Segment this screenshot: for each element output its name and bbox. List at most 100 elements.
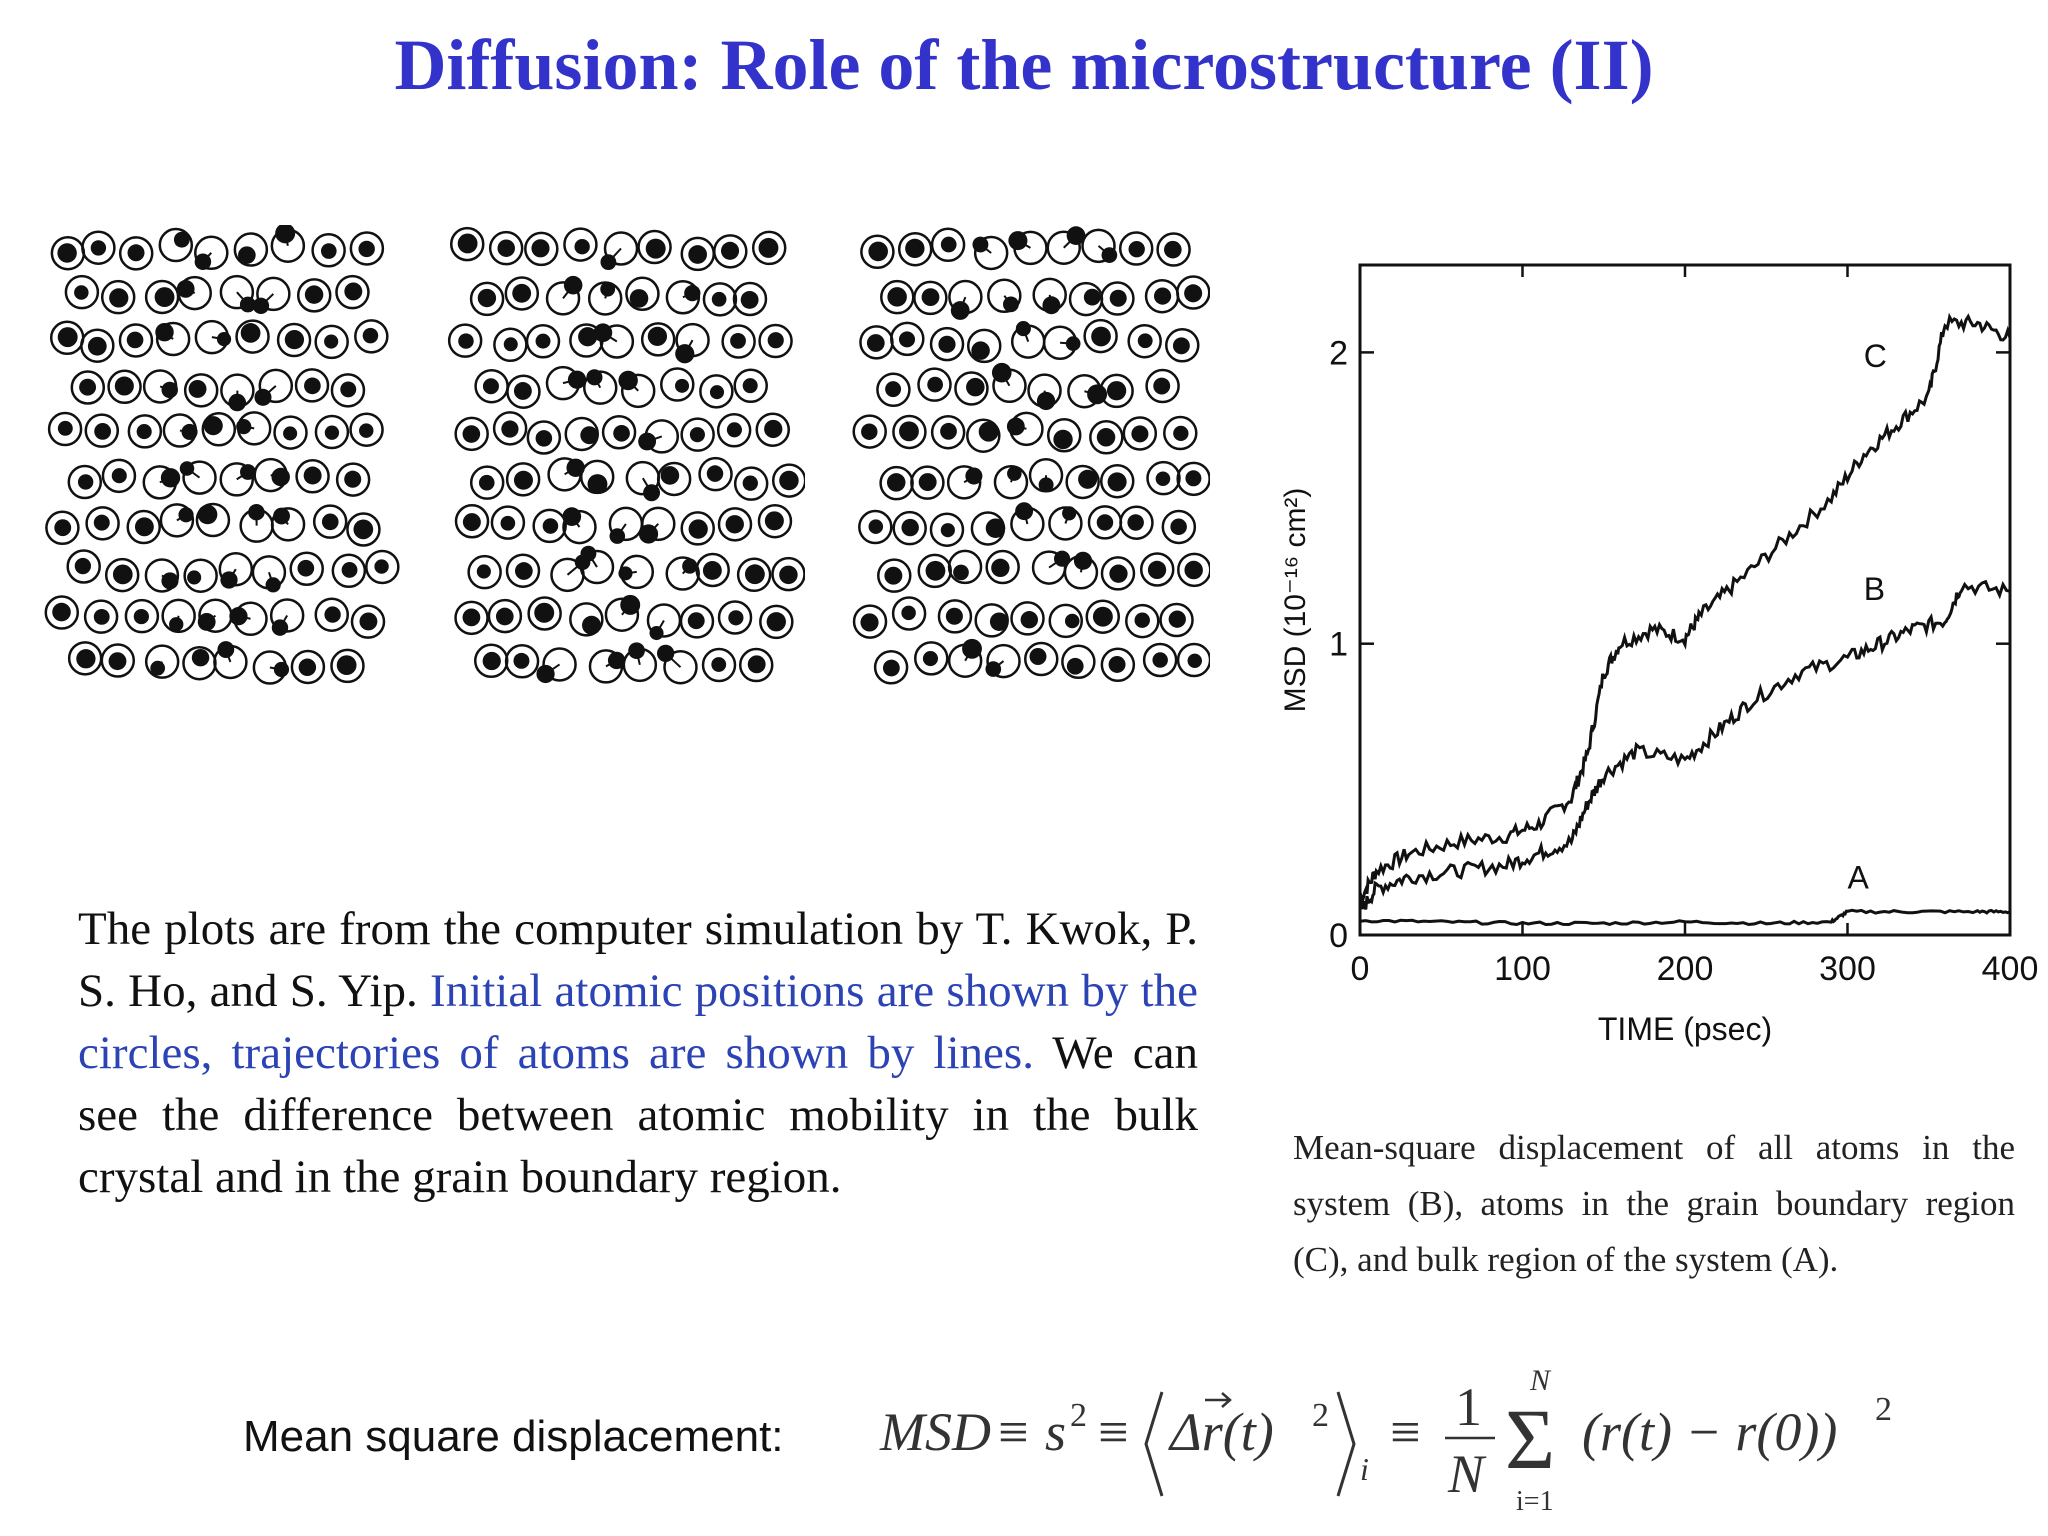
description-part-3: We can see the difference between atomic…: [78, 1027, 1198, 1203]
formula-summand: (r(t) − r(0)): [1582, 1402, 1837, 1462]
atom: [144, 279, 180, 315]
atom: [717, 507, 753, 542]
formula-sub-i: i: [1360, 1451, 1369, 1487]
atom: [290, 649, 326, 685]
atom: [469, 281, 505, 317]
atom: [1061, 644, 1096, 680]
atom: [991, 362, 1027, 404]
atom: [771, 556, 805, 592]
atom: [771, 463, 805, 498]
formula-equiv-2: ≡: [1098, 1402, 1128, 1462]
atom: [929, 326, 965, 362]
atom: [273, 415, 308, 450]
atom: [1065, 464, 1100, 500]
atom: [70, 370, 106, 405]
msd-formula: MSD ≡ s 2 ≡ Δr(t) 2 i ≡ 1 N Σ N i=1 (r(t…: [879, 1364, 1892, 1517]
formula-equiv-3: ≡: [1390, 1402, 1420, 1462]
atom: [860, 234, 895, 270]
atom: [545, 275, 583, 316]
y-tick-label: 0: [1329, 917, 1348, 955]
formula-summand-sup: 2: [1875, 1391, 1892, 1428]
atom: [335, 274, 370, 310]
atom: [608, 506, 644, 544]
atom: [330, 648, 365, 684]
atom: [638, 506, 676, 544]
atom: [47, 411, 83, 447]
atom: [161, 598, 196, 634]
atom: [467, 554, 502, 590]
atom: [474, 368, 509, 404]
atom: [118, 323, 154, 358]
atom: [910, 465, 945, 500]
atom: [873, 650, 909, 685]
atom: [858, 509, 893, 545]
atom: [852, 604, 888, 639]
atom: [526, 420, 562, 455]
atom: [588, 649, 626, 684]
atom: [1085, 599, 1121, 634]
atom: [879, 465, 914, 501]
atom: [296, 278, 332, 313]
atom: [488, 230, 524, 266]
atom: [563, 227, 598, 262]
slide-title: Diffusion: Role of the microstructure (I…: [394, 25, 1654, 105]
atom: [1163, 415, 1198, 451]
atom: [1139, 552, 1175, 587]
atom: [993, 464, 1029, 500]
atom: [194, 235, 229, 271]
atom: [974, 603, 1009, 638]
trajectory-panel-bulk-left: [44, 225, 400, 685]
atom: [252, 650, 290, 685]
series-label-C: C: [1864, 338, 1887, 374]
atom: [314, 414, 350, 450]
atom: [201, 412, 237, 447]
formula-right-angle: [1336, 1391, 1356, 1497]
atom: [1008, 230, 1048, 266]
atom: [493, 327, 528, 363]
atom: [83, 599, 119, 634]
atom: [84, 413, 120, 448]
atom: [600, 231, 639, 271]
atom: [449, 226, 485, 262]
atom: [733, 368, 768, 404]
atom: [593, 323, 635, 359]
atom: [1031, 550, 1071, 585]
atom: [913, 641, 949, 676]
chart-caption: Mean-square displacement of all atoms in…: [1293, 1128, 2015, 1279]
atom: [582, 369, 618, 405]
atom: [966, 418, 1001, 453]
atom: [891, 596, 927, 631]
atom: [972, 235, 1009, 271]
atom: [176, 275, 212, 311]
atom: [698, 456, 733, 492]
atom: [640, 322, 676, 357]
atom: [1100, 281, 1135, 316]
atom: [1063, 551, 1099, 590]
atom: [1142, 642, 1178, 678]
atom: [1083, 318, 1118, 354]
atom: [1176, 642, 1210, 678]
description-paragraph: The plots are from the computer simulati…: [78, 898, 1198, 1208]
vector-arrow-icon: [1205, 1392, 1232, 1408]
atom: [253, 457, 290, 493]
atom: [504, 276, 540, 311]
atom: [660, 367, 695, 402]
atom: [1042, 325, 1081, 361]
atom: [985, 643, 1021, 679]
atom: [1165, 328, 1200, 363]
atom: [1099, 373, 1134, 409]
atom: [564, 416, 600, 452]
atom: [107, 369, 142, 405]
atom: [81, 230, 116, 265]
atom: [162, 413, 198, 448]
atom: [183, 558, 218, 593]
atom: [1024, 641, 1059, 677]
atom: [1006, 411, 1044, 447]
atom: [118, 236, 154, 271]
atom: [656, 644, 698, 685]
atom: [1156, 232, 1191, 267]
atom: [877, 558, 912, 593]
y-tick-label: 1: [1329, 626, 1348, 664]
atom: [713, 234, 748, 269]
atom: [487, 598, 523, 634]
